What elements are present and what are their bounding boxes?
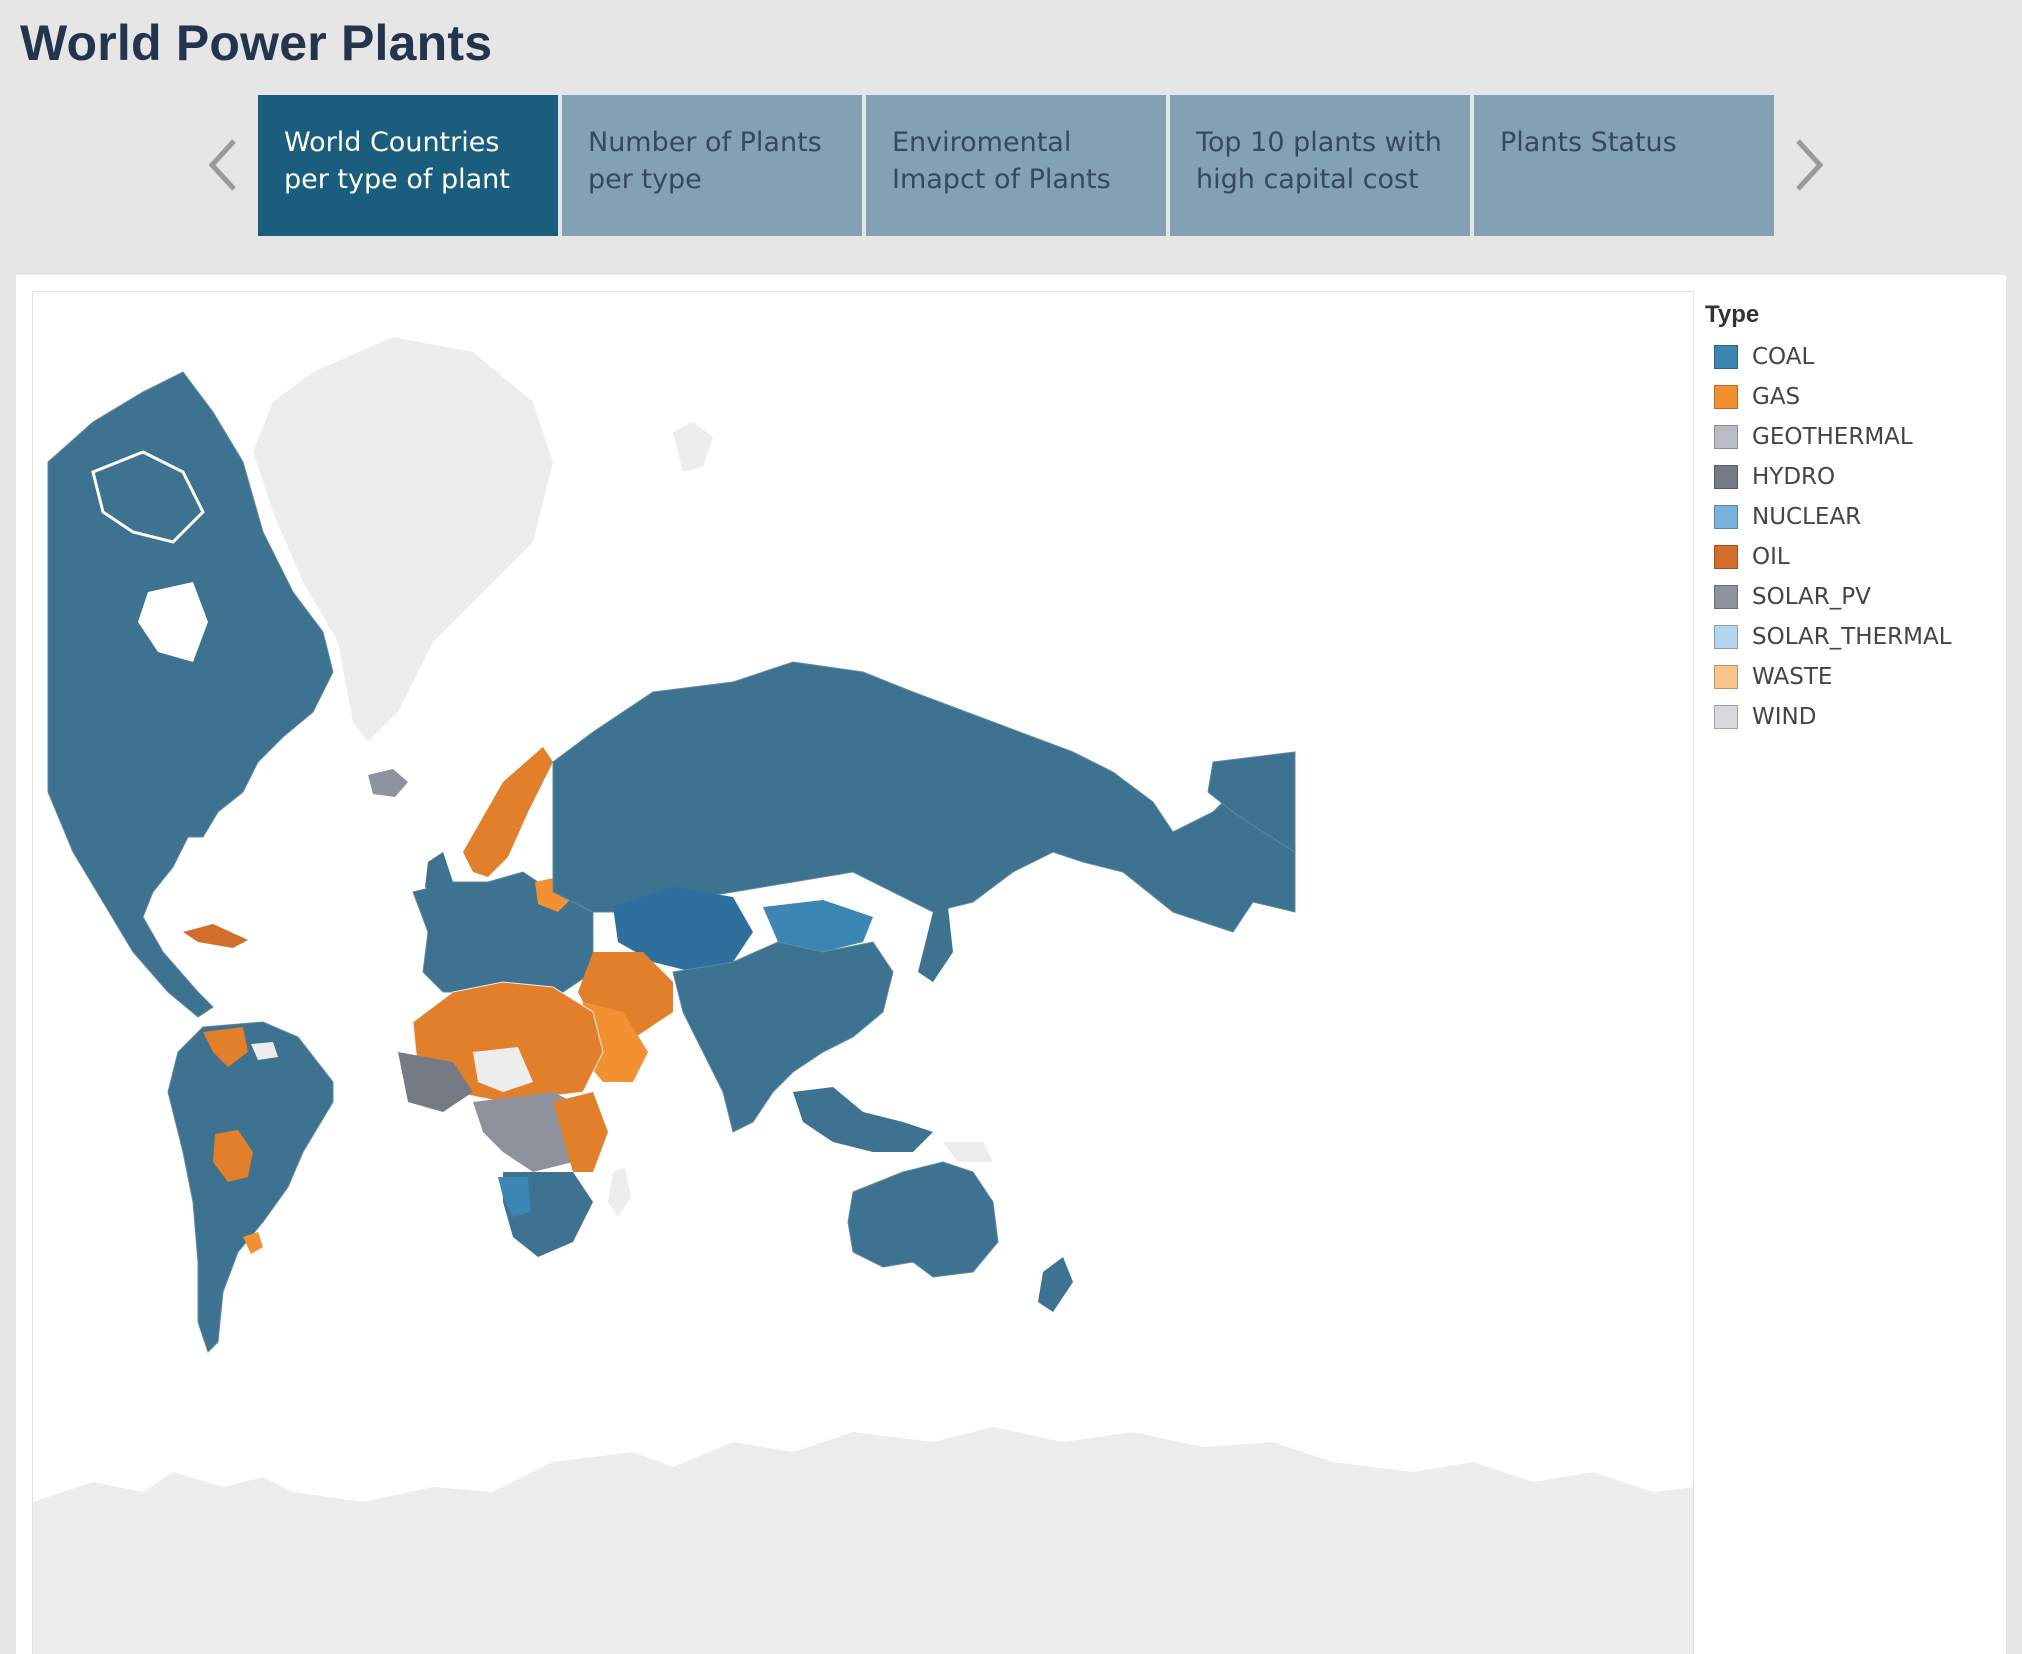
region-africa-west[interactable] — [398, 1052, 473, 1112]
region-venezuela[interactable] — [203, 1027, 248, 1067]
page-title: World Power Plants — [20, 15, 493, 71]
story-tab-number-of-plants[interactable]: Number of Plants per type — [562, 95, 862, 236]
legend-label: WIND — [1752, 704, 1817, 730]
region-papua[interactable] — [943, 1142, 993, 1162]
region-africa-east[interactable] — [553, 1092, 608, 1172]
legend-swatch — [1714, 465, 1738, 489]
dashboard: Type COAL GAS GEOTHERMAL HYDRO NUCLEAR OIL SOL… — [16, 275, 2006, 1654]
chevron-left-icon — [208, 139, 236, 191]
region-north-america[interactable] — [47, 371, 334, 1018]
region-new-zealand[interactable] — [1038, 1257, 1073, 1312]
region-madagascar[interactable] — [608, 1167, 631, 1217]
legend-item-coal[interactable]: COAL — [1704, 337, 1994, 377]
legend-swatch — [1714, 625, 1738, 649]
region-uruguay[interactable] — [243, 1232, 263, 1254]
story-next-button[interactable] — [1792, 135, 1826, 195]
legend-swatch — [1714, 385, 1738, 409]
legend-item-waste[interactable]: WASTE — [1704, 657, 1994, 697]
region-southeast-asia[interactable] — [793, 1087, 933, 1152]
legend-item-wind[interactable]: WIND — [1704, 697, 1994, 737]
legend-swatch — [1714, 425, 1738, 449]
chevron-right-icon — [1796, 139, 1824, 191]
legend-label: COAL — [1752, 344, 1815, 370]
story-tab-environmental-impact[interactable]: Enviromental Imapct of Plants — [866, 95, 1166, 236]
legend-item-gas[interactable]: GAS — [1704, 377, 1994, 417]
legend-swatch — [1714, 505, 1738, 529]
legend-label: OIL — [1752, 544, 1790, 570]
region-asia-south[interactable] — [672, 941, 894, 1133]
story-navigator: World Countries per type of plant Number… — [258, 95, 1776, 236]
legend-items: COAL GAS GEOTHERMAL HYDRO NUCLEAR OIL SOLAR_PV… — [1704, 337, 1994, 737]
legend-item-oil[interactable]: OIL — [1704, 537, 1994, 577]
legend-item-geothermal[interactable]: GEOTHERMAL — [1704, 417, 1994, 457]
region-iceland[interactable] — [368, 769, 408, 797]
region-hudson-bay — [138, 582, 208, 662]
region-uk[interactable] — [425, 852, 453, 897]
region-alaska[interactable] — [1207, 751, 1296, 853]
region-kazakhstan[interactable] — [613, 887, 753, 972]
region-mongolia[interactable] — [763, 900, 873, 952]
region-cuba[interactable] — [183, 924, 248, 948]
legend-label: SOLAR_PV — [1752, 584, 1871, 610]
legend-item-solar-thermal[interactable]: SOLAR_THERMAL — [1704, 617, 1994, 657]
legend-label: NUCLEAR — [1752, 504, 1862, 530]
legend-label: GEOTHERMAL — [1752, 424, 1913, 450]
region-africa-sahel[interactable] — [473, 1047, 533, 1092]
story-tab-top-10-capital-cost[interactable]: Top 10 plants with high capital cost — [1170, 95, 1470, 236]
legend-swatch — [1714, 665, 1738, 689]
region-canada-islands[interactable] — [91, 450, 205, 544]
legend-label: GAS — [1752, 384, 1801, 410]
legend-swatch — [1714, 545, 1738, 569]
region-russia[interactable] — [552, 661, 1296, 933]
legend-label: SOLAR_THERMAL — [1752, 624, 1952, 650]
legend-item-solar-pv[interactable]: SOLAR_PV — [1704, 577, 1994, 617]
region-japan[interactable] — [918, 907, 953, 982]
story-tab-world-countries[interactable]: World Countries per type of plant — [258, 95, 558, 236]
region-guianas[interactable] — [251, 1042, 278, 1060]
map-canvas — [33, 337, 1694, 1654]
region-namibia[interactable] — [498, 1177, 531, 1217]
legend-label: WASTE — [1752, 664, 1833, 690]
story-prev-button[interactable] — [206, 135, 240, 195]
legend-title: Type — [1705, 301, 1760, 328]
legend-swatch — [1714, 705, 1738, 729]
region-greenland[interactable] — [253, 337, 553, 742]
story-tab-plants-status[interactable]: Plants Status — [1474, 95, 1774, 236]
region-antarctica[interactable] — [33, 1427, 1694, 1654]
region-svalbard[interactable] — [673, 422, 713, 472]
legend-swatch — [1714, 345, 1738, 369]
legend-swatch — [1714, 585, 1738, 609]
region-bolivia[interactable] — [213, 1130, 253, 1182]
legend-label: HYDRO — [1752, 464, 1836, 490]
legend-item-hydro[interactable]: HYDRO — [1704, 457, 1994, 497]
world-map[interactable] — [32, 291, 1694, 1654]
region-australia[interactable] — [847, 1161, 999, 1278]
legend-item-nuclear[interactable]: NUCLEAR — [1704, 497, 1994, 537]
region-south-america[interactable] — [167, 1021, 334, 1353]
legend: Type COAL GAS GEOTHERMAL HYDRO NUCLEAR OIL SOL… — [1704, 301, 1994, 737]
region-scandinavia[interactable] — [463, 747, 553, 877]
